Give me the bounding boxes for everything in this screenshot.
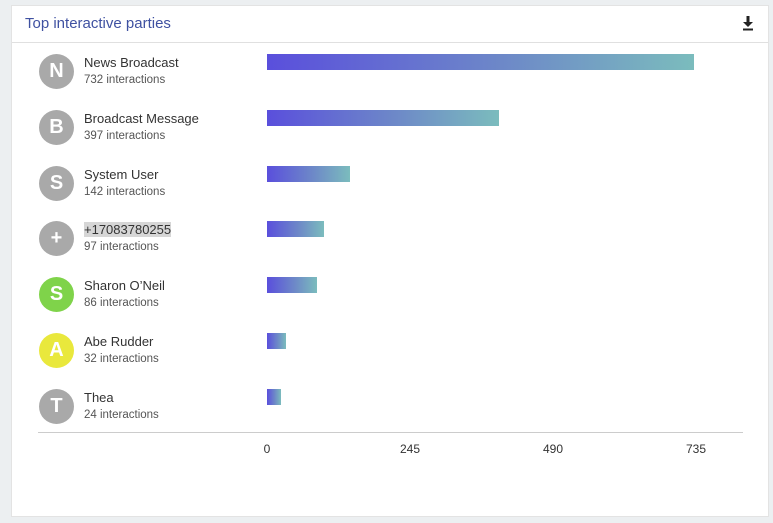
party-row[interactable]: + +17083780255 97 interactions xyxy=(12,221,252,265)
download-icon[interactable] xyxy=(740,14,756,32)
party-name[interactable]: Broadcast Message xyxy=(84,110,199,126)
party-count: 732 interactions xyxy=(84,74,166,86)
x-tick-label: 490 xyxy=(542,442,564,456)
x-tick-label: 245 xyxy=(399,442,421,456)
x-axis-line xyxy=(38,432,743,433)
party-row[interactable]: N News Broadcast 732 interactions xyxy=(12,54,252,98)
x-tick-label: 0 xyxy=(263,442,271,456)
party-name[interactable]: News Broadcast xyxy=(84,55,179,70)
card-title: Top interactive parties xyxy=(25,15,171,32)
party-name[interactable]: +17083780255 xyxy=(84,222,172,238)
party-count: 397 interactions xyxy=(84,129,166,142)
party-name[interactable]: System User xyxy=(84,166,159,182)
bar[interactable] xyxy=(267,221,324,238)
party-count: 97 interactions xyxy=(84,241,159,254)
top-parties-card: Top interactive parties N News Broadcast 7… xyxy=(11,5,769,517)
party-name[interactable]: Thea xyxy=(84,389,114,405)
x-tick-label: 735 xyxy=(685,442,707,456)
bar[interactable] xyxy=(267,388,281,405)
party-name[interactable]: Abe Rudder xyxy=(84,334,154,349)
card-header: Top interactive parties xyxy=(12,6,768,43)
avatar: B xyxy=(39,109,74,145)
bar[interactable] xyxy=(267,277,318,294)
party-row[interactable]: A Abe Rudder 32 interactions xyxy=(12,333,252,377)
avatar: T xyxy=(39,388,74,424)
party-row[interactable]: S Sharon O’Neil 86 interactions xyxy=(12,277,252,321)
avatar: + xyxy=(39,221,74,257)
party-count: 86 interactions xyxy=(84,297,159,310)
avatar: A xyxy=(39,333,74,368)
party-count: 32 interactions xyxy=(84,353,159,365)
party-count: 24 interactions xyxy=(84,408,159,421)
party-count: 142 interactions xyxy=(84,185,166,198)
bar[interactable] xyxy=(267,54,695,70)
avatar: N xyxy=(39,54,74,89)
bar[interactable] xyxy=(267,333,286,349)
party-row[interactable]: T Thea 24 interactions xyxy=(12,388,252,433)
bar[interactable] xyxy=(267,109,499,126)
bar[interactable] xyxy=(267,165,350,182)
avatar: S xyxy=(39,277,74,313)
party-row[interactable]: S System User 142 interactions xyxy=(12,165,252,210)
avatar: S xyxy=(39,165,74,201)
party-name[interactable]: Sharon O’Neil xyxy=(84,278,165,294)
party-row[interactable]: B Broadcast Message 397 interactions xyxy=(12,109,252,154)
